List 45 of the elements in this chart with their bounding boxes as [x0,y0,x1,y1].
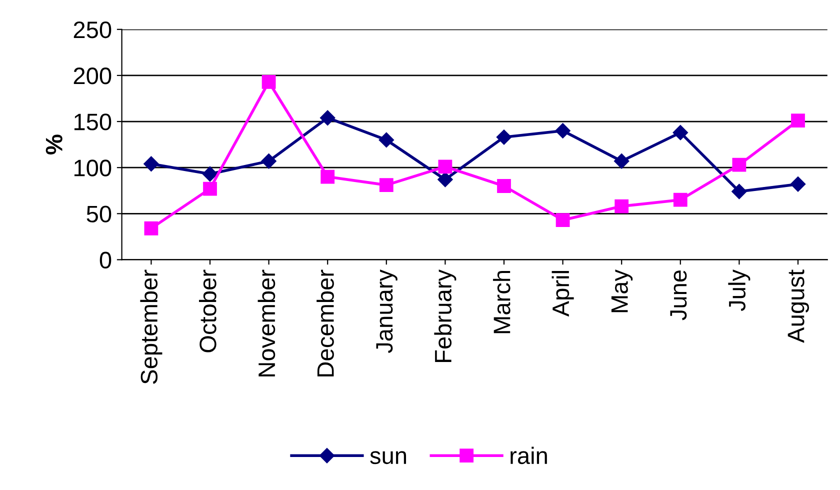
x-tick-label: September [140,270,162,384]
point [672,125,688,140]
point [791,114,805,128]
legend-label: rain [510,446,547,464]
point [438,160,452,174]
y-tick-label: 200 [74,68,112,84]
x-tick-label: October [198,270,216,352]
point [378,132,394,148]
y-tick-label: 150 [74,114,112,130]
point [203,182,217,196]
y-tick-label: 50 [86,206,112,222]
point [320,170,335,184]
point [262,74,276,89]
point [790,176,806,192]
x-tick-label: March [492,270,510,334]
x-tick-label: July [728,269,750,312]
x-tick-label: June [670,270,687,320]
x-tick-label: November [258,270,276,376]
legend-label: sun [370,451,406,464]
point [497,179,511,193]
point [732,184,747,200]
x-tick-label: December [316,270,334,376]
y-tick-label: 0 [100,252,112,268]
x-tick-label: May [611,269,633,312]
point [202,166,218,182]
x-tick-label: April [552,271,574,317]
y-tick-label: 100 [74,160,112,176]
point [556,213,570,228]
point [496,130,512,145]
point [438,172,453,188]
point [673,192,688,207]
point [614,154,630,169]
point [261,154,276,169]
x-tick-label: February [434,269,456,362]
y-tick-label: 250 [74,21,112,38]
point [144,156,159,172]
point [555,123,570,138]
point [144,221,158,236]
x-tick-label: January [376,269,398,354]
x-tick-label: August [788,270,810,343]
point [614,199,629,214]
point [379,178,394,192]
point [732,158,746,172]
y-axis-title: % [46,134,62,154]
point [320,110,336,126]
